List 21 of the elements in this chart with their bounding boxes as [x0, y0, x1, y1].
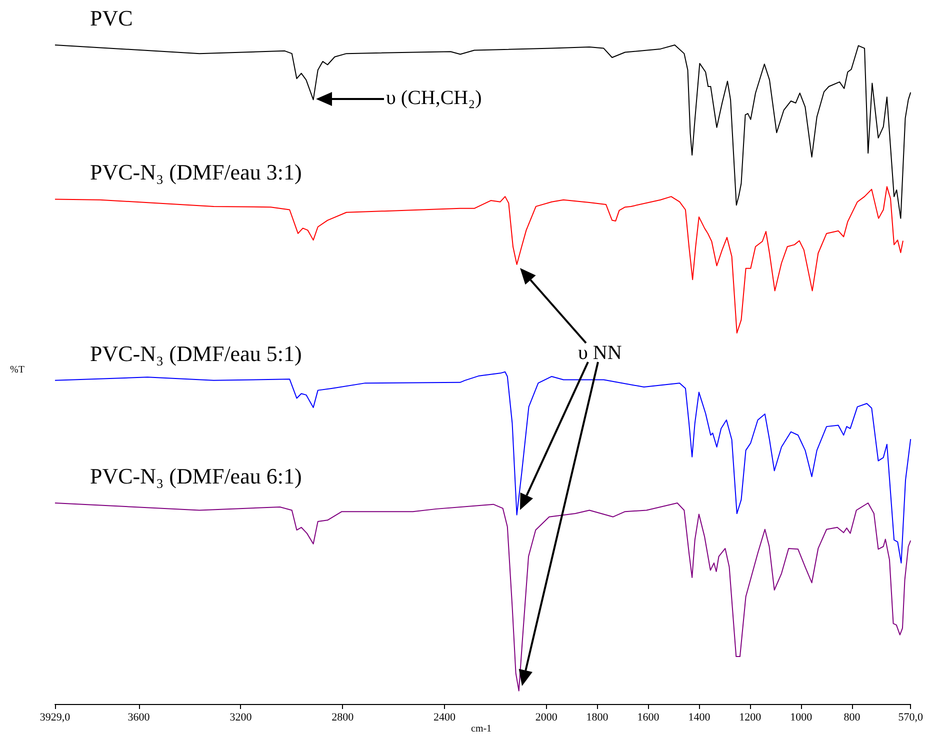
- x-tick-label: 3929,0: [40, 712, 71, 724]
- x-tick-label: 1200: [739, 712, 762, 724]
- y-axis-title: %T: [10, 364, 24, 376]
- x-axis-title: cm-1: [471, 724, 492, 734]
- x-tick-label: 3600: [128, 712, 150, 724]
- series-label: PVC-N₃ (DMF/eau 6:1): [90, 464, 302, 489]
- x-tick-label: 2000: [535, 712, 558, 724]
- annotation: υ NN: [578, 342, 622, 364]
- series-label: PVC-N₃ (DMF/eau 5:1): [90, 340, 302, 366]
- annotation: υ (CH,CH₂): [386, 87, 482, 109]
- series-label: PVC-N₃ (DMF/eau 3:1): [90, 160, 302, 185]
- x-tick-label: 2800: [332, 712, 354, 724]
- x-tick-label: 570,0: [898, 712, 924, 724]
- x-tick-label: 3200: [230, 712, 252, 724]
- x-tick-label: 1800: [586, 712, 609, 724]
- x-tick-label: 2400: [433, 712, 456, 724]
- series-label: PVC: [90, 6, 133, 30]
- x-tick-label: 1000: [790, 712, 813, 724]
- x-tick-label: 800: [844, 712, 861, 724]
- x-tick-label: 1600: [637, 712, 660, 724]
- x-tick-label: 1400: [688, 712, 711, 724]
